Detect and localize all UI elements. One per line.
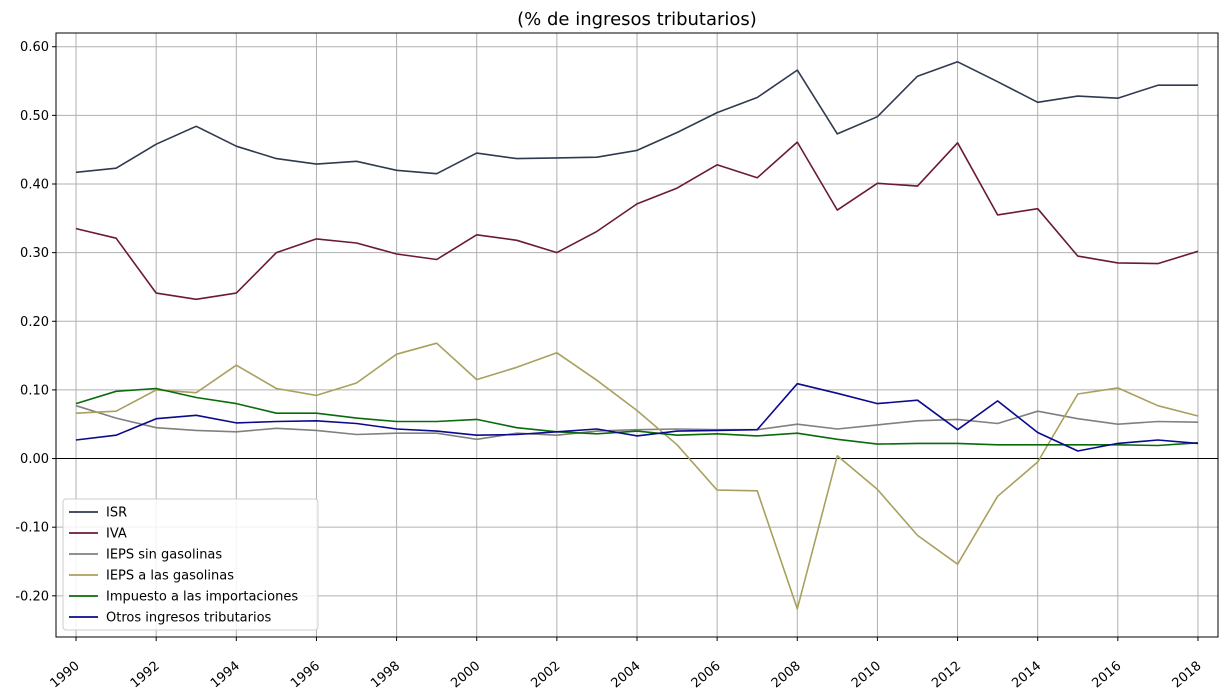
y-tick-label: 0.50: [20, 109, 49, 124]
x-tick-label: 2000: [448, 659, 483, 690]
legend-label: IVA: [106, 527, 127, 542]
chart-title: (% de ingresos tributarios): [517, 9, 757, 30]
y-tick-label: -0.10: [15, 521, 49, 536]
x-axis-ticks: 1990 1992 1994 1996 1998 2000 2002 2004 2006 2008…: [48, 637, 1205, 690]
series-line-2: [75, 404, 1199, 441]
y-tick-label: 0.40: [20, 178, 49, 193]
x-tick-label: 2010: [849, 659, 884, 690]
legend-label: Otros ingresos tributarios: [106, 611, 272, 626]
x-tick-label: 1996: [288, 659, 323, 690]
x-tick-label: 2014: [1009, 659, 1044, 690]
x-tick-label: 1990: [48, 659, 83, 690]
x-tick-label: 2012: [929, 659, 964, 690]
series-line-3: [75, 342, 1199, 610]
series-lines: [75, 60, 1199, 610]
y-tick-label: 0.00: [20, 452, 49, 467]
series-line-5: [75, 382, 1199, 452]
y-tick-label: 0.10: [20, 383, 49, 398]
legend: ISR IVA IEPS sin gasolinas IEPS a las gasol…: [62, 498, 319, 631]
y-tick-label: 0.30: [20, 246, 49, 261]
x-tick-label: 1994: [208, 659, 243, 690]
y-tick-label: 0.60: [20, 40, 49, 55]
x-tick-label: 2018: [1170, 659, 1205, 690]
x-tick-label: 2006: [689, 659, 724, 690]
legend-label: ISR: [106, 506, 127, 521]
series-line-0: [75, 60, 1198, 175]
x-tick-label: 2016: [1089, 659, 1124, 690]
legend-label: Impuesto a las importaciones: [106, 590, 298, 605]
x-tick-label: 1998: [368, 659, 403, 690]
y-axis-ticks: -0.20 -0.10 0.00 0.10 0.20 0.30 0.40 0.50 0.60: [15, 40, 56, 604]
x-tick-label: 2002: [528, 659, 563, 690]
y-tick-label: 0.20: [20, 315, 49, 330]
x-tick-label: 2008: [769, 659, 804, 690]
legend-box: [62, 498, 319, 631]
x-tick-label: 1992: [128, 659, 163, 690]
x-tick-label: 2004: [609, 659, 644, 690]
legend-label: IEPS a las gasolinas: [106, 569, 234, 584]
y-tick-label: -0.20: [15, 589, 49, 604]
series-line-1: [75, 141, 1199, 301]
legend-label: IEPS sin gasolinas: [106, 548, 222, 563]
series-line-4: [75, 387, 1199, 447]
